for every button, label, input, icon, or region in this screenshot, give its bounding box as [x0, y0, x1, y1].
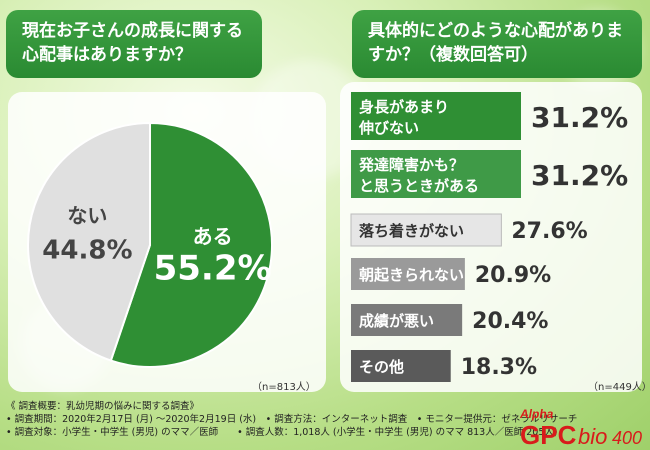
pie-value-label: 44.8% — [42, 236, 132, 266]
bar — [351, 92, 521, 140]
bar-category-label: その他 — [359, 358, 404, 376]
pie-question-text: 現在お子さんの成長に関する心配事はありますか？ — [22, 21, 243, 65]
pie-question: 現在お子さんの成長に関する心配事はありますか？ — [6, 10, 262, 78]
bar-value-label: 31.2% — [531, 101, 628, 134]
bar-category-label: 伸びない — [358, 119, 419, 137]
survey-summary-line: • 調査対象：小学生・中学生 (男児) のママ／医師 • 調査人数：1,018人… — [6, 427, 558, 438]
bar-question: 具体的にどのような心配がありますか？（複数回答可） — [352, 10, 642, 78]
bar — [350, 213, 502, 247]
pie-slice-yes — [109, 121, 273, 368]
bar — [351, 350, 451, 382]
logo-gpc: GPC — [520, 420, 577, 448]
logo-number: 400 — [612, 428, 642, 448]
bar-sample-note: （n=449人） — [588, 382, 650, 393]
bar-category-label: と思うときがある — [359, 177, 479, 195]
bar-category-label: 発達障害かも？ — [358, 156, 464, 174]
survey-summary-line: • 調査期間：2020年2月17日 (月) ～2020年2月19日 (水) • … — [6, 414, 578, 425]
pie-sample-note: （n=813人） — [252, 382, 316, 393]
bar-category-label: 身長があまり — [359, 98, 449, 116]
bar-value-label: 27.6% — [511, 219, 587, 244]
bar-value-label: 18.3% — [461, 355, 537, 380]
bar-value-label: 20.9% — [475, 263, 551, 288]
survey-summary: 《 調査概要：乳幼児期の悩みに関する調査》 • 調査期間：2020年2月17日 … — [6, 400, 578, 439]
alpha-gpc-bio400-logo: Alpha GPC bio 400 — [519, 407, 642, 448]
pie-value-label: 55.2% — [154, 248, 272, 288]
bar-question-text: 具体的にどのような心配がありますか？（複数回答可） — [368, 21, 623, 65]
bar — [351, 258, 465, 290]
bar-category-label: 朝起きられない — [359, 266, 464, 284]
bar-category-label: 落ち着きがない — [359, 222, 464, 240]
bar-category-label: 成績が悪い — [359, 312, 434, 330]
bar — [351, 304, 463, 336]
logo-bio: bio — [578, 424, 607, 448]
survey-summary-title: 《 調査概要：乳幼児期の悩みに関する調査》 — [6, 401, 200, 412]
bar-value-label: 31.2% — [531, 159, 628, 192]
bar-value-label: 20.4% — [472, 309, 548, 334]
pie-category-label: ない — [67, 204, 107, 228]
pie-category-label: ある — [193, 224, 233, 248]
bar — [351, 150, 521, 198]
pie-slice-no — [27, 121, 151, 362]
logo-alpha: Alpha — [519, 407, 554, 421]
